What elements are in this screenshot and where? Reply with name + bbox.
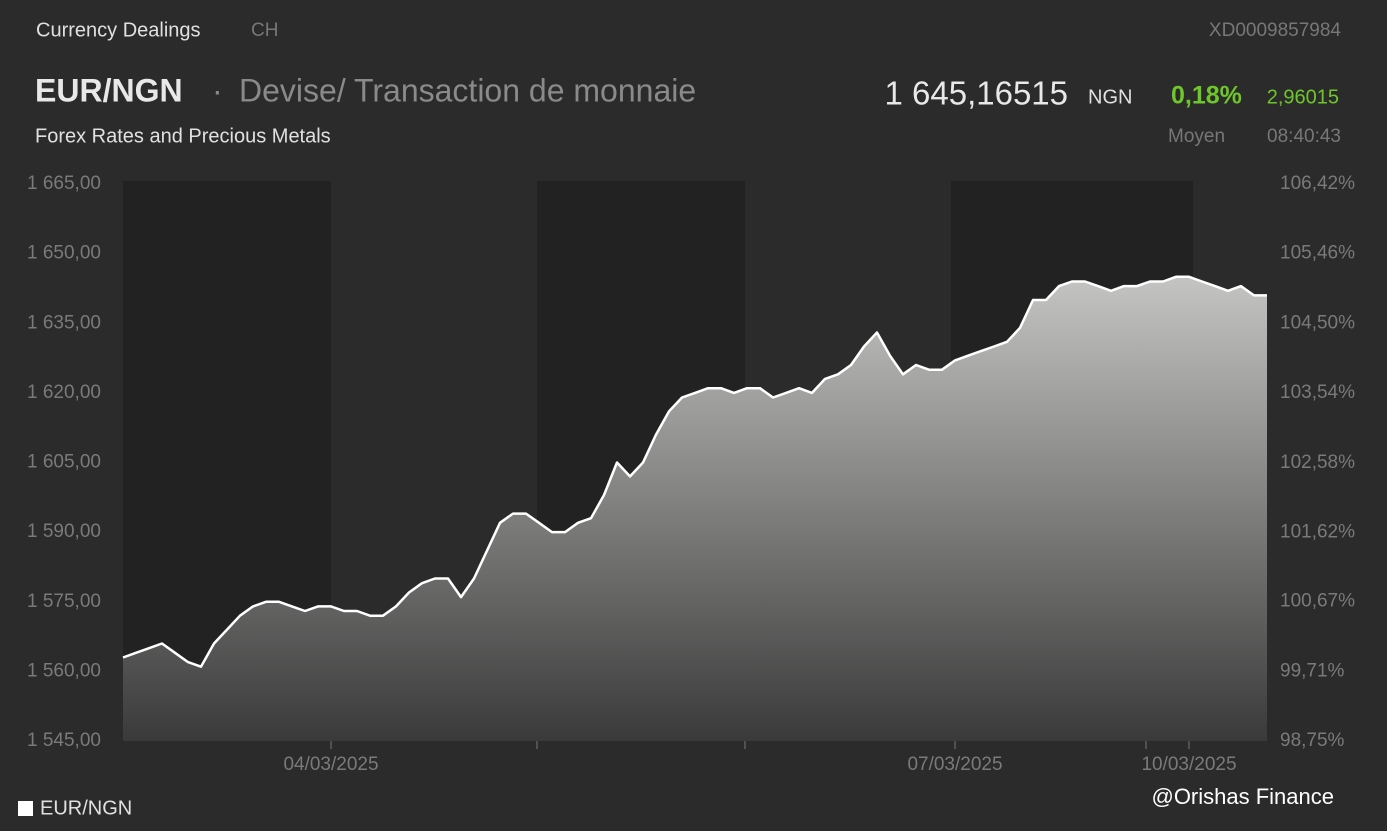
x-tick-label: 10/03/2025 <box>1141 754 1236 775</box>
currency: NGN <box>1088 86 1132 108</box>
y2-tick-label: 103,54% <box>1280 382 1355 403</box>
y-tick-label: 1 665,00 <box>27 173 101 194</box>
y2-tick-label: 101,62% <box>1280 522 1355 543</box>
area <box>123 276 1267 741</box>
separator: · <box>212 72 223 108</box>
change-pct: 0,18% <box>1171 82 1242 110</box>
y-tick-label: 1 560,00 <box>27 660 101 681</box>
price: 1 645,16515 <box>884 75 1068 112</box>
y2-tick-label: 105,46% <box>1280 243 1355 264</box>
price-type: Moyen <box>1168 126 1225 147</box>
y-tick-label: 1 635,00 <box>27 312 101 333</box>
y2-tick-label: 106,42% <box>1280 173 1355 194</box>
x-tick-label: 07/03/2025 <box>907 754 1002 775</box>
change-abs: 2,96015 <box>1267 86 1339 108</box>
code: XD0009857984 <box>1209 20 1341 41</box>
country: CH <box>251 20 278 41</box>
x-tick-label: 04/03/2025 <box>283 754 378 775</box>
y2-tick-label: 104,50% <box>1280 312 1355 333</box>
y-tick-label: 1 650,00 <box>27 243 101 264</box>
line <box>122 275 1267 668</box>
time: 08:40:43 <box>1267 126 1341 147</box>
category: Forex Rates and Precious Metals <box>35 125 331 147</box>
y2-tick-label: 98,75% <box>1280 730 1345 751</box>
y2-tick-label: 99,71% <box>1280 660 1345 681</box>
section: Currency Dealings <box>36 19 201 41</box>
y-tick-label: 1 545,00 <box>27 730 101 751</box>
legend-swatch <box>18 801 33 816</box>
y2-tick-label: 102,58% <box>1280 452 1355 473</box>
y-tick-label: 1 620,00 <box>27 382 101 403</box>
y-tick-label: 1 590,00 <box>27 521 101 542</box>
watermark: @Orishas Finance <box>1151 784 1334 809</box>
y2-tick-label: 100,67% <box>1280 591 1355 612</box>
y-tick-label: 1 605,00 <box>27 452 101 473</box>
description: Devise/ Transaction de monnaie <box>239 72 696 108</box>
legend-label: EUR/NGN <box>40 797 132 819</box>
pair: EUR/NGN <box>35 72 183 108</box>
y-tick-label: 1 575,00 <box>27 591 101 612</box>
